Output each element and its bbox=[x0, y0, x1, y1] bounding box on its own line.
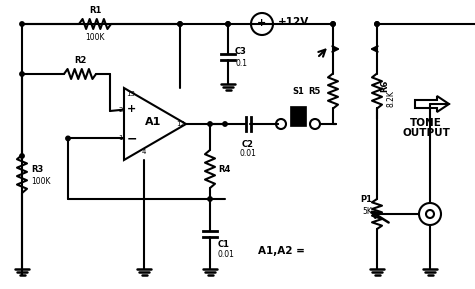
Text: +: + bbox=[257, 18, 266, 28]
Text: A1: A1 bbox=[145, 117, 161, 127]
Circle shape bbox=[20, 154, 24, 158]
Circle shape bbox=[208, 122, 212, 126]
Text: P1: P1 bbox=[360, 194, 372, 203]
Text: 8.2K: 8.2K bbox=[387, 90, 396, 108]
Text: R2: R2 bbox=[74, 56, 86, 65]
Text: 1: 1 bbox=[118, 136, 123, 141]
Circle shape bbox=[331, 22, 335, 26]
Circle shape bbox=[223, 122, 227, 126]
Text: R6: R6 bbox=[380, 80, 389, 92]
Text: 0.01: 0.01 bbox=[218, 250, 235, 259]
Circle shape bbox=[375, 22, 379, 26]
Text: R1: R1 bbox=[89, 6, 101, 15]
Text: 2: 2 bbox=[119, 107, 123, 113]
Text: A1,A2 =: A1,A2 = bbox=[258, 246, 305, 256]
Text: 5K: 5K bbox=[362, 207, 372, 216]
Text: −: − bbox=[127, 133, 137, 146]
Text: TONE: TONE bbox=[410, 118, 442, 128]
Text: 12: 12 bbox=[176, 121, 185, 127]
Text: C1: C1 bbox=[218, 240, 230, 249]
Circle shape bbox=[20, 22, 24, 26]
Bar bbox=[290, 106, 306, 126]
Text: S1: S1 bbox=[292, 87, 304, 96]
Text: 100K: 100K bbox=[31, 177, 50, 186]
Circle shape bbox=[178, 22, 182, 26]
Circle shape bbox=[375, 22, 379, 26]
Text: 0.01: 0.01 bbox=[239, 149, 256, 158]
Circle shape bbox=[66, 136, 70, 141]
Text: 100K: 100K bbox=[85, 33, 105, 42]
Text: 0.1: 0.1 bbox=[235, 60, 247, 68]
Text: +: + bbox=[127, 103, 137, 114]
Circle shape bbox=[226, 22, 230, 26]
Circle shape bbox=[226, 22, 230, 26]
Text: +12V: +12V bbox=[278, 17, 309, 27]
Circle shape bbox=[20, 72, 24, 76]
Text: 13: 13 bbox=[126, 91, 135, 97]
Text: R4: R4 bbox=[218, 164, 230, 173]
Circle shape bbox=[178, 22, 182, 26]
Circle shape bbox=[208, 197, 212, 201]
Text: OUTPUT: OUTPUT bbox=[402, 128, 450, 138]
Text: C2: C2 bbox=[242, 140, 254, 149]
Text: R3: R3 bbox=[31, 164, 43, 173]
Text: R5: R5 bbox=[309, 86, 321, 95]
Text: C3: C3 bbox=[235, 47, 247, 57]
Text: 4: 4 bbox=[142, 149, 146, 155]
Circle shape bbox=[331, 22, 335, 26]
